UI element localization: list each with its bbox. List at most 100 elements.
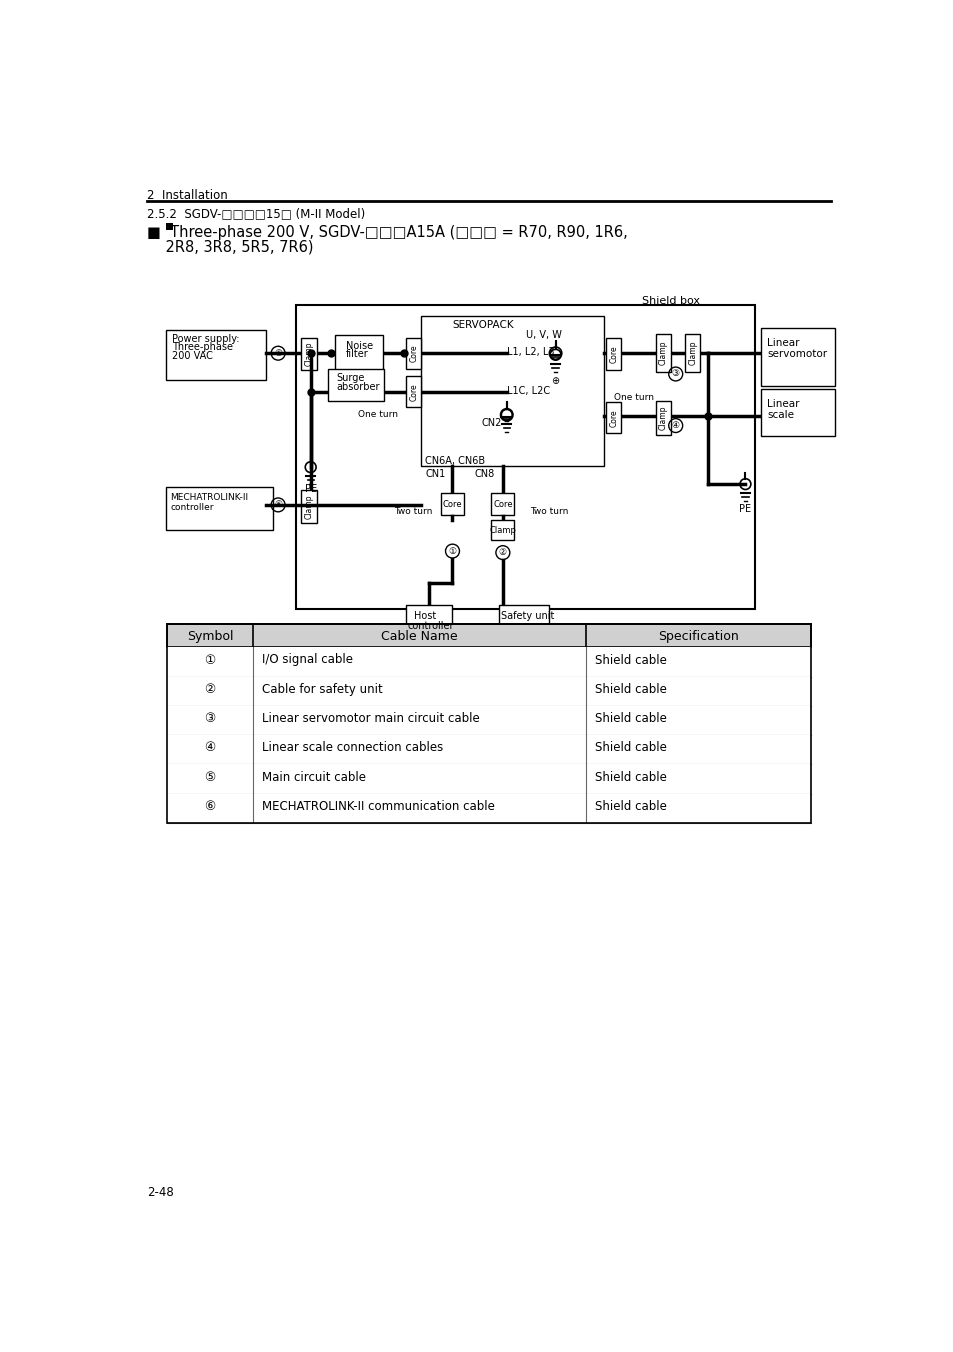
- Bar: [301, 491, 316, 523]
- Bar: [167, 625, 810, 648]
- Text: ■  Three-phase 200 V, SGDV-□□□A15A (□□□ = R70, R90, 1R6,: ■ Three-phase 200 V, SGDV-□□□A15A (□□□ =…: [147, 226, 627, 241]
- Text: Clamp: Clamp: [659, 341, 667, 365]
- Text: Core: Core: [409, 345, 417, 362]
- Text: One turn: One turn: [357, 410, 397, 419]
- Bar: [440, 493, 464, 515]
- Text: 200 VAC: 200 VAC: [172, 352, 213, 361]
- Bar: [301, 338, 316, 370]
- Text: Clamp: Clamp: [304, 342, 314, 366]
- Text: filter: filter: [345, 349, 368, 360]
- Bar: [421, 316, 603, 466]
- Text: Shield cable: Shield cable: [595, 653, 666, 667]
- Bar: [684, 334, 700, 372]
- Text: CN2: CN2: [481, 418, 502, 427]
- Text: One turn: One turn: [613, 393, 653, 403]
- Text: ③: ③: [671, 369, 679, 379]
- Text: Clamp: Clamp: [687, 341, 697, 365]
- Text: Clamp: Clamp: [304, 495, 314, 519]
- Text: Specification: Specification: [658, 630, 738, 644]
- Text: MECHATROLINK-II communication cable: MECHATROLINK-II communication cable: [261, 800, 495, 813]
- Text: Clamp: Clamp: [489, 526, 516, 535]
- Text: Surge: Surge: [335, 373, 364, 383]
- Text: ⑤: ⑤: [274, 349, 282, 358]
- Text: ⑥: ⑥: [204, 800, 215, 813]
- Text: Cable for safety unit: Cable for safety unit: [261, 683, 382, 696]
- Text: 2.5.2  SGDV-□□□□15□ (M-II Model): 2.5.2 SGDV-□□□□15□ (M-II Model): [147, 207, 365, 220]
- Text: CN6A, CN6B: CN6A, CN6B: [425, 457, 485, 466]
- Bar: [166, 223, 172, 230]
- Text: Core: Core: [442, 500, 462, 508]
- Text: Two turn: Two turn: [394, 507, 433, 516]
- Text: Two turn: Two turn: [530, 507, 568, 516]
- Text: L1C, L2C: L1C, L2C: [506, 385, 549, 396]
- Text: Safety unit: Safety unit: [500, 611, 554, 621]
- Text: ⊕: ⊕: [551, 376, 559, 387]
- Text: ⑥: ⑥: [274, 500, 282, 510]
- Text: Clamp: Clamp: [659, 406, 667, 430]
- Text: I/O signal cable: I/O signal cable: [261, 653, 353, 667]
- Text: Shield cable: Shield cable: [595, 800, 666, 813]
- Text: Main circuit cable: Main circuit cable: [261, 771, 365, 784]
- Text: ②: ②: [498, 548, 506, 557]
- Text: scale: scale: [766, 410, 793, 420]
- Text: 2  Installation: 2 Installation: [147, 189, 228, 203]
- Text: controller: controller: [407, 621, 454, 631]
- Text: L1, L2, L3: L1, L2, L3: [506, 347, 554, 357]
- Bar: [167, 764, 810, 794]
- Text: Three-phase: Three-phase: [172, 342, 233, 353]
- Bar: [166, 330, 266, 380]
- Text: Linear servomotor main circuit cable: Linear servomotor main circuit cable: [261, 713, 479, 725]
- Text: U, V, W: U, V, W: [525, 330, 561, 341]
- Text: CN8: CN8: [474, 469, 494, 479]
- Bar: [655, 402, 670, 435]
- Bar: [406, 604, 452, 631]
- Text: ①: ①: [204, 653, 215, 667]
- Text: Shield box: Shield box: [641, 296, 699, 306]
- Text: Cable Name: Cable Name: [380, 630, 457, 644]
- Text: 2-48: 2-48: [147, 1186, 173, 1199]
- Text: Core: Core: [609, 345, 618, 362]
- Text: servomotor: servomotor: [766, 349, 826, 358]
- Bar: [295, 304, 754, 608]
- Text: Shield cable: Shield cable: [595, 683, 666, 696]
- Bar: [167, 735, 810, 764]
- Bar: [335, 335, 382, 375]
- Bar: [498, 604, 549, 631]
- Text: Core: Core: [609, 410, 618, 427]
- Bar: [491, 521, 514, 541]
- Bar: [167, 676, 810, 706]
- Text: Host: Host: [414, 611, 436, 621]
- Bar: [491, 493, 514, 515]
- Bar: [328, 369, 384, 402]
- Bar: [760, 327, 834, 385]
- Text: Core: Core: [493, 500, 512, 508]
- Bar: [760, 389, 834, 435]
- Text: absorber: absorber: [335, 381, 379, 392]
- Bar: [167, 794, 810, 823]
- Text: ②: ②: [204, 683, 215, 696]
- Bar: [655, 334, 670, 372]
- Bar: [406, 376, 421, 407]
- Text: Linear: Linear: [766, 399, 799, 410]
- Text: ④: ④: [204, 741, 215, 754]
- Text: ①: ①: [448, 546, 456, 556]
- Text: Symbol: Symbol: [187, 630, 233, 644]
- Text: Linear: Linear: [766, 338, 799, 347]
- Text: SERVOPACK: SERVOPACK: [452, 320, 514, 330]
- Bar: [166, 487, 273, 530]
- Text: Core: Core: [409, 383, 417, 400]
- Text: 2R8, 3R8, 5R5, 7R6): 2R8, 3R8, 5R5, 7R6): [147, 239, 314, 254]
- Text: Power supply:: Power supply:: [172, 334, 239, 343]
- Text: Shield cable: Shield cable: [595, 741, 666, 754]
- Text: Shield cable: Shield cable: [595, 713, 666, 725]
- Bar: [406, 338, 421, 369]
- Text: controller: controller: [171, 503, 213, 512]
- Bar: [167, 648, 810, 676]
- Text: Shield cable: Shield cable: [595, 771, 666, 784]
- Text: ⑤: ⑤: [204, 771, 215, 784]
- Bar: [167, 706, 810, 735]
- Text: Linear scale connection cables: Linear scale connection cables: [261, 741, 442, 754]
- Bar: [605, 403, 620, 433]
- Text: PE: PE: [304, 484, 316, 493]
- Text: Noise: Noise: [345, 341, 373, 352]
